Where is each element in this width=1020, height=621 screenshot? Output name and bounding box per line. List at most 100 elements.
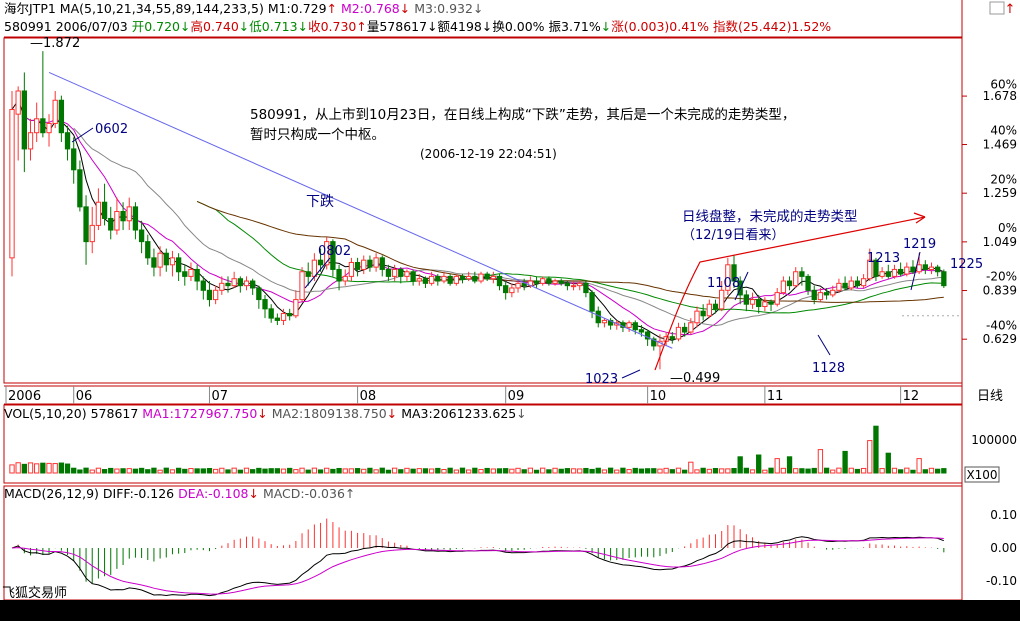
candle-body bbox=[509, 287, 515, 294]
header-part: M1:0.729 bbox=[264, 1, 327, 16]
volume-bar bbox=[632, 467, 638, 474]
candle-body bbox=[373, 257, 379, 268]
candle-body bbox=[101, 201, 108, 219]
volume-bar bbox=[243, 467, 250, 474]
candle-body bbox=[175, 257, 182, 273]
candle bbox=[885, 264, 891, 279]
volume-bar bbox=[663, 467, 669, 474]
volume-bar bbox=[799, 468, 805, 474]
candle bbox=[706, 299, 712, 319]
volume-bar bbox=[34, 463, 40, 474]
candle bbox=[342, 269, 348, 286]
candle-body bbox=[219, 282, 225, 291]
candle-body bbox=[595, 310, 601, 324]
volume-bar bbox=[490, 468, 497, 474]
candle bbox=[817, 287, 824, 302]
candle-body bbox=[638, 329, 645, 333]
month-label: 08 bbox=[360, 389, 377, 404]
volume-bar bbox=[40, 462, 46, 474]
volume-bar bbox=[478, 468, 484, 474]
candle-body bbox=[225, 282, 231, 287]
macd-tick-label: 0.10 bbox=[990, 508, 1017, 522]
candle bbox=[114, 197, 120, 235]
arrow-1023 bbox=[621, 369, 641, 379]
header-part: 量578617 bbox=[367, 19, 427, 34]
candle bbox=[774, 287, 780, 307]
candle bbox=[688, 318, 694, 335]
candle-body bbox=[669, 336, 675, 340]
volume-bar bbox=[317, 469, 324, 474]
volume-bar bbox=[311, 467, 318, 474]
candle bbox=[83, 195, 89, 265]
volume-bar bbox=[910, 469, 916, 474]
candle bbox=[626, 320, 632, 333]
volume-bar bbox=[540, 467, 546, 474]
candle-body bbox=[21, 90, 28, 150]
candle bbox=[891, 264, 898, 279]
candle-body bbox=[182, 271, 188, 277]
volume-bar bbox=[373, 469, 379, 474]
candle-body bbox=[379, 257, 385, 270]
header-part: 低0.713 bbox=[249, 19, 297, 34]
candle-body bbox=[354, 261, 361, 270]
candle bbox=[101, 183, 108, 226]
volume-bar bbox=[64, 463, 71, 474]
candle-body bbox=[256, 287, 262, 301]
volume-bar bbox=[256, 467, 262, 474]
volume-bar bbox=[496, 468, 503, 474]
volume-bar bbox=[342, 468, 348, 474]
candle-body bbox=[293, 299, 299, 317]
header-part: ↓ bbox=[482, 19, 492, 34]
arrow-0602 bbox=[71, 127, 94, 143]
candle bbox=[589, 290, 595, 319]
candle bbox=[367, 255, 373, 272]
candle bbox=[250, 278, 256, 295]
volume-bar bbox=[9, 464, 15, 474]
volume-bar bbox=[52, 463, 58, 474]
candle bbox=[268, 304, 274, 323]
candle-body bbox=[330, 241, 336, 270]
candle-body bbox=[398, 268, 404, 277]
candle-body bbox=[361, 259, 367, 270]
volume-bar bbox=[836, 467, 842, 474]
candle bbox=[558, 278, 564, 286]
candle-body bbox=[416, 278, 422, 282]
volume-bar bbox=[731, 468, 737, 474]
volume-bar bbox=[200, 468, 206, 474]
candle-body bbox=[799, 271, 805, 277]
label-1108: 1108 bbox=[707, 276, 740, 291]
candle bbox=[601, 318, 608, 328]
month-label: 07 bbox=[211, 389, 228, 404]
header-part: 开0.720 bbox=[132, 19, 180, 34]
candle-body bbox=[9, 109, 15, 259]
price-tick-label: 1.469 bbox=[983, 138, 1017, 152]
candle-body bbox=[521, 282, 527, 287]
volume-bar bbox=[780, 467, 787, 474]
arrow-0802 bbox=[304, 257, 331, 289]
candle bbox=[768, 299, 774, 312]
volume-bar bbox=[669, 469, 675, 474]
volume-bar bbox=[934, 468, 941, 474]
price-tick-label: 1.049 bbox=[983, 235, 1017, 249]
volume-bar bbox=[447, 467, 453, 474]
candle bbox=[132, 202, 139, 240]
candle-body bbox=[89, 224, 95, 243]
macd-header-part: ↑ bbox=[345, 486, 355, 501]
candle bbox=[163, 248, 169, 272]
candle-body bbox=[805, 275, 811, 291]
volume-bar bbox=[521, 469, 527, 474]
percent-tick-label: 60% bbox=[990, 77, 1017, 91]
percent-tick-label: -40% bbox=[986, 318, 1017, 332]
candle bbox=[422, 276, 429, 288]
candle bbox=[108, 206, 114, 240]
volume-bar bbox=[305, 469, 311, 474]
header-bar: 海尔JTP1 MA(5,10,21,34,55,89,144,233,5) M1… bbox=[4, 1, 1015, 34]
candle bbox=[15, 86, 21, 161]
candle-body bbox=[681, 326, 688, 333]
price-tick-label: 1.678 bbox=[983, 89, 1017, 103]
candle-body bbox=[206, 289, 213, 301]
volume-bar bbox=[250, 469, 256, 474]
ma-line-21 bbox=[73, 127, 944, 327]
candle-body bbox=[200, 280, 206, 291]
candle bbox=[515, 281, 521, 293]
